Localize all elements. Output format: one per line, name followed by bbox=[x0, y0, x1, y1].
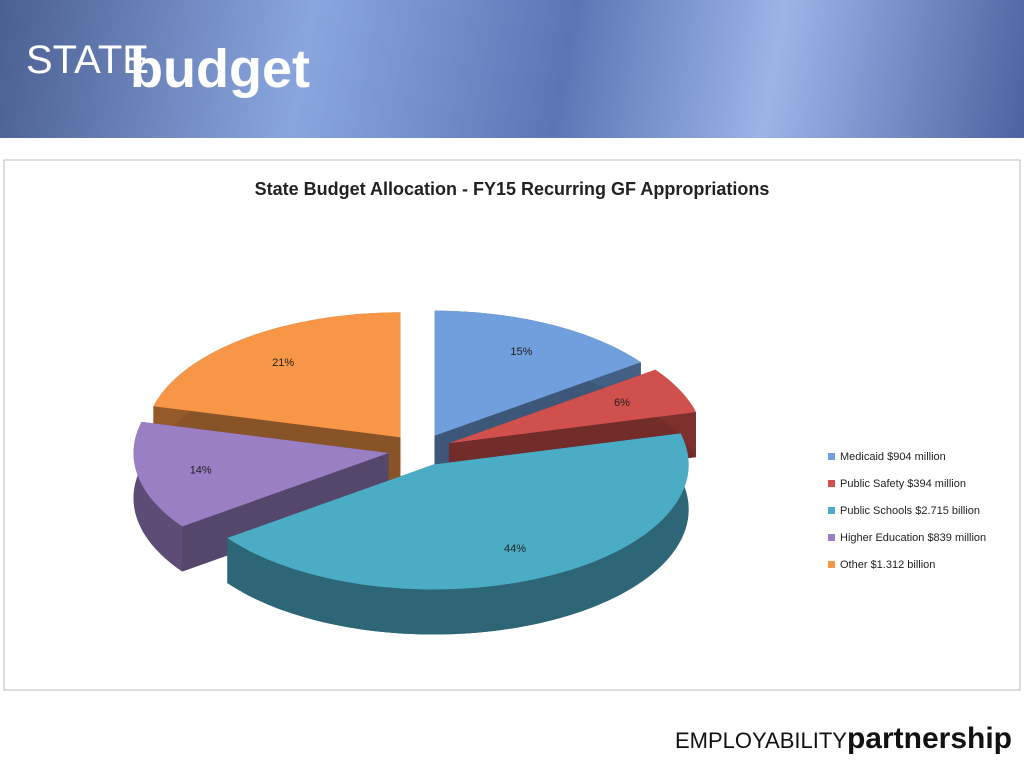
slice-side bbox=[133, 421, 183, 572]
legend-swatch bbox=[828, 534, 835, 541]
legend-label: Public Schools $2.715 billion bbox=[840, 505, 980, 517]
legend-label: Medicaid $904 million bbox=[840, 451, 946, 463]
slice bbox=[227, 433, 689, 590]
slice bbox=[133, 421, 389, 527]
footer-partnership: partnership bbox=[846, 722, 1012, 755]
legend-label: Higher Education $839 million bbox=[840, 532, 986, 544]
slice bbox=[434, 310, 641, 436]
header-state: STATE bbox=[26, 38, 149, 82]
legend-swatch bbox=[828, 453, 835, 460]
banner: STATE budget bbox=[0, 0, 1024, 138]
slice bbox=[448, 369, 696, 444]
slice bbox=[153, 312, 401, 438]
footer-employability: EMPLOYABILITY bbox=[674, 728, 847, 753]
legend-swatch bbox=[828, 507, 835, 514]
data-label: 21% bbox=[272, 357, 294, 369]
legend-label: Other $1.312 billion bbox=[840, 559, 935, 571]
footer: EMPLOYABILITYpartnership bbox=[675, 722, 1012, 756]
data-label: 14% bbox=[190, 464, 212, 476]
data-label: 15% bbox=[510, 346, 532, 358]
slice-side bbox=[227, 433, 689, 635]
chart-title: State Budget Allocation - FY15 Recurring… bbox=[255, 179, 770, 199]
header-budget: budget bbox=[130, 39, 310, 99]
legend-swatch bbox=[828, 480, 835, 487]
legend-swatch bbox=[828, 561, 835, 568]
data-label: 6% bbox=[614, 397, 630, 409]
data-label: 44% bbox=[504, 543, 526, 555]
legend-label: Public Safety $394 million bbox=[840, 478, 966, 490]
